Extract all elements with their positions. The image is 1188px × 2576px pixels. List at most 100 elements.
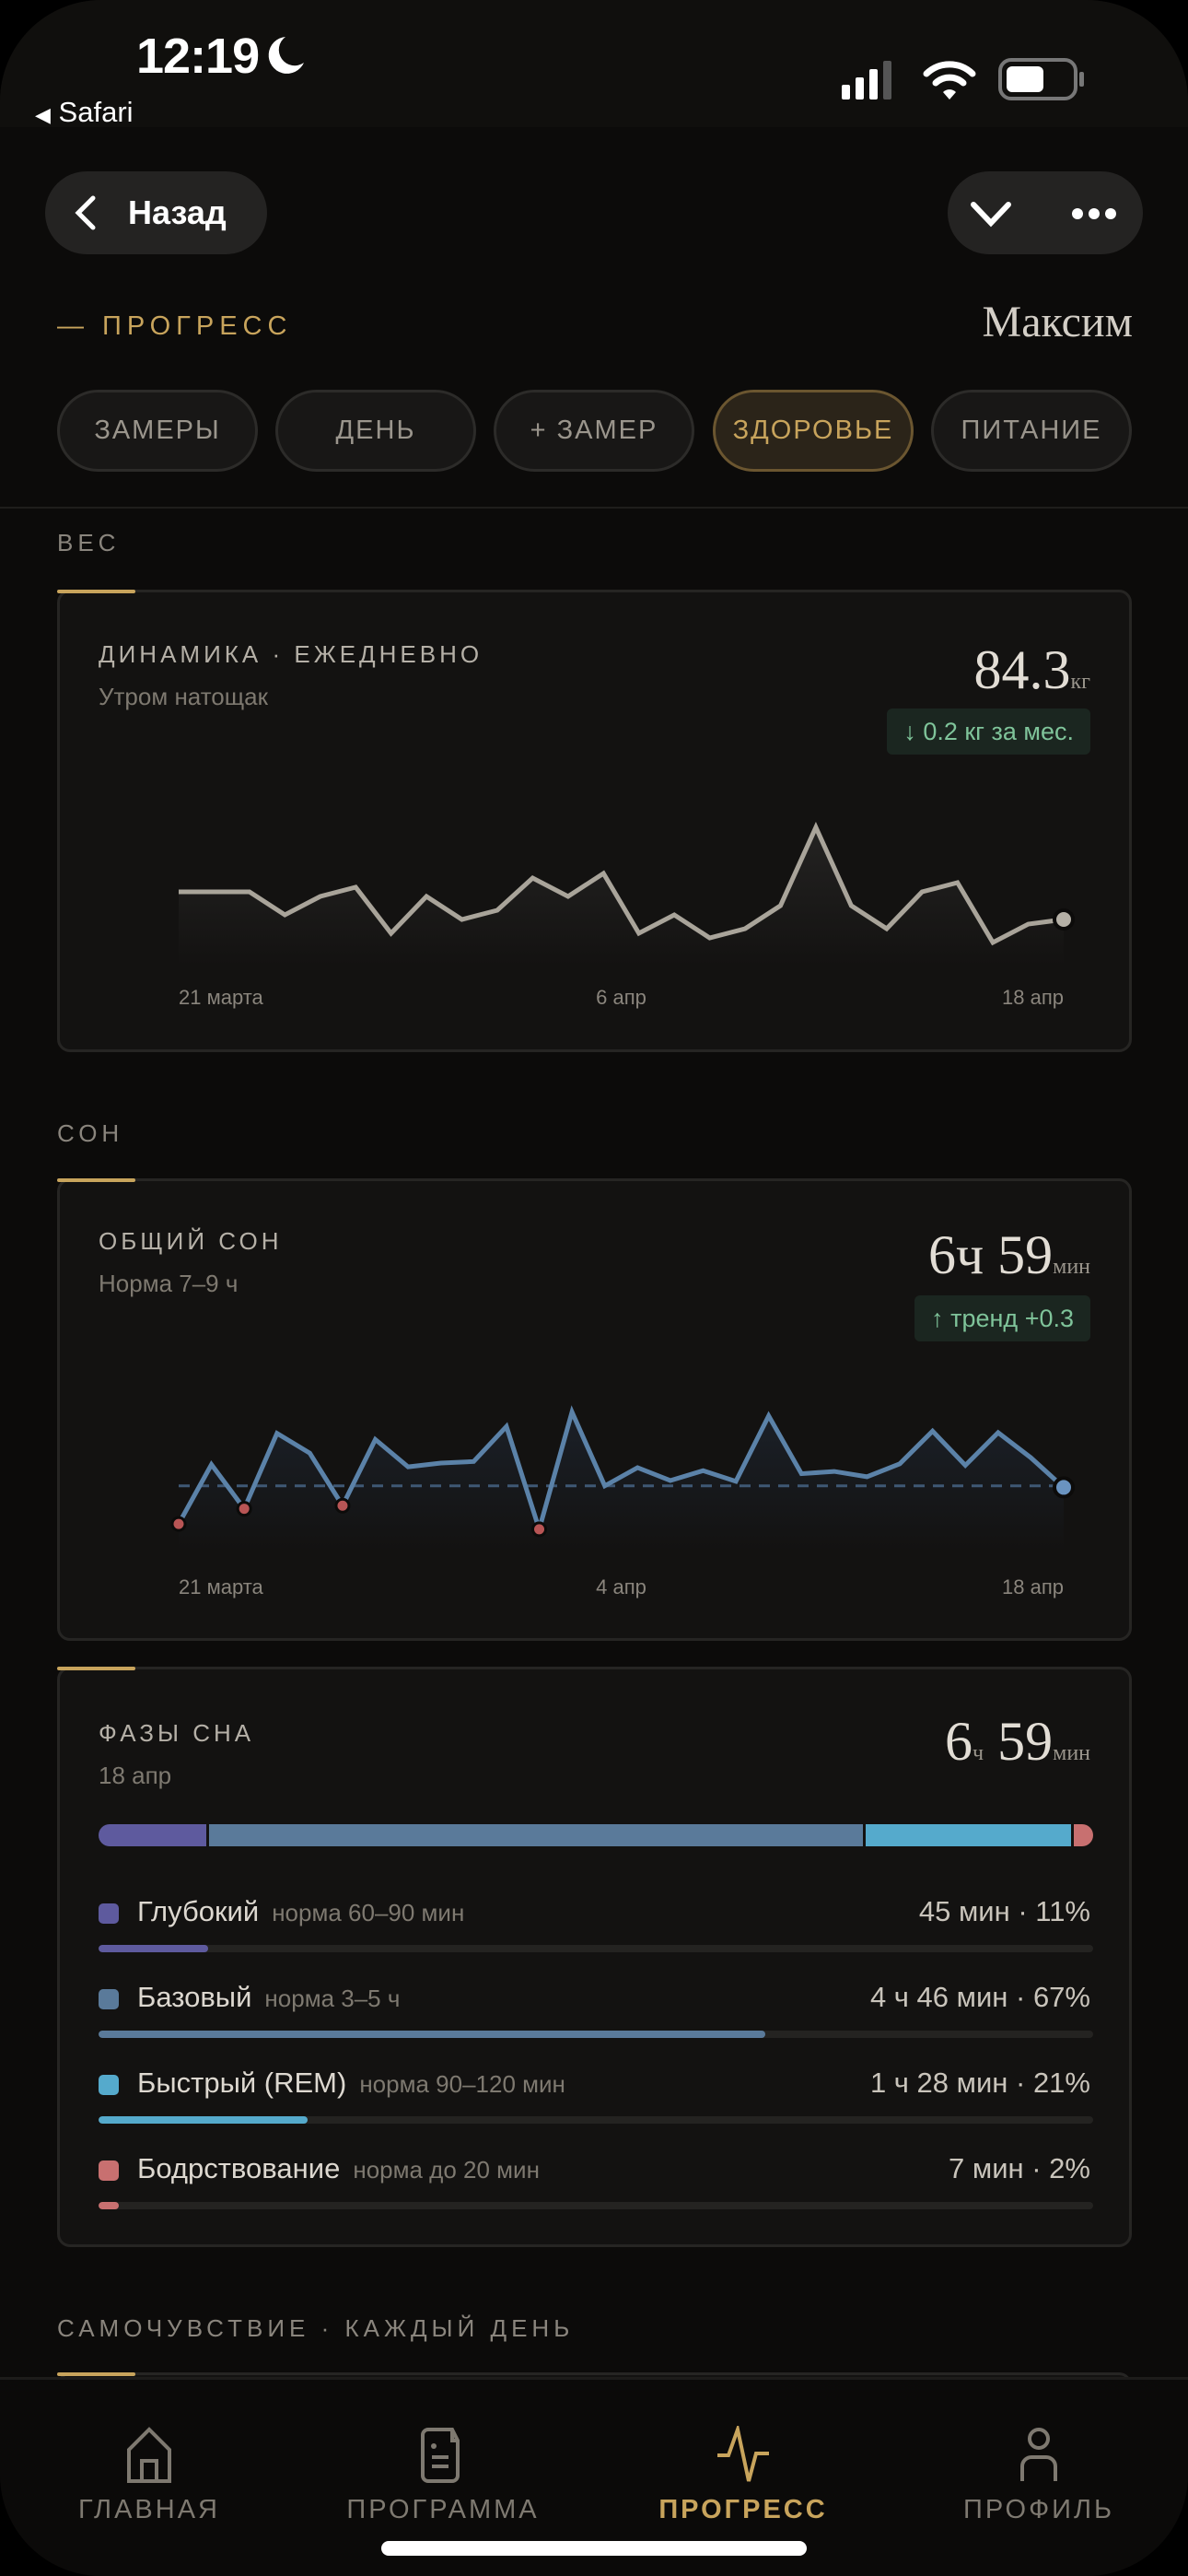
phase-value: 7 мин · 2% [949,2152,1090,2184]
phases-hours: 6 [945,1711,973,1772]
sleep-trend-badge: ↑ тренд +0.3 [914,1295,1090,1341]
phase-value: 1 ч 28 мин · 21% [869,2067,1090,2099]
section-weight: ВЕС [57,529,121,556]
home-indicator [381,2541,807,2556]
card-accent [57,590,135,593]
card-title: ОБЩИЙ СОН [99,1227,283,1255]
person-icon [1020,2428,1057,2481]
phase-norm: норма 90–120 мин [359,2070,565,2098]
chart-area [179,1411,1064,1551]
phase-swatch [99,1989,119,2009]
below-norm-point [334,1497,351,1514]
user-name: Максим [982,298,1133,346]
phase-name: Бодрствование [137,2152,341,2184]
nav-label: ПРОГРЕСС [658,2495,828,2524]
section-label: — ПРОГРЕСС [57,311,293,341]
phase-name: Быстрый (REM) [137,2067,347,2099]
below-norm-point [170,1516,187,1532]
phase-label: Базовый норма 3–5 ч [137,1981,400,2014]
x-tick-label: 21 марта [179,986,264,1009]
phases-minutes: 59 [997,1711,1054,1772]
phase-progress [99,2116,1093,2124]
phase-norm: норма 3–5 ч [264,1985,401,2012]
phase-progress [99,1945,1093,1952]
phases-stacked-bar [99,1824,1093,1846]
sleep-minutes: 59 [997,1224,1054,1285]
phase-label: Бодрствование норма до 20 мин [137,2152,540,2185]
section-wellbeing: САМОЧУВСТВИЕ · КАЖДЫЙ ДЕНЬ [57,2314,575,2342]
phase-progress-fill [99,2116,308,2124]
chart-line [179,821,1065,946]
back-button[interactable]: Назад [45,171,267,254]
below-norm-point [531,1521,548,1538]
status-time: 12:19 [136,29,260,84]
x-tick-label: 4 апр [596,1575,646,1598]
stack-segment [208,1824,867,1846]
tab-1[interactable]: ДЕНЬ [275,390,476,472]
x-tick-label: 18 апр [1002,1575,1064,1598]
tab-2[interactable]: + ЗАМЕР [494,390,694,472]
nav-item-2[interactable]: ПРОГРЕСС [605,2380,881,2576]
home-icon [127,2427,171,2483]
back-app-label: Safari [58,96,134,128]
card-title: ФАЗЫ СНА [99,1719,255,1747]
card-subtitle: Утром натощак [99,683,268,710]
toolbar-group [948,171,1143,254]
nav-item-3[interactable]: ПРОФИЛЬ [901,2380,1177,2576]
card-subtitle: 18 апр [99,1762,172,1789]
chart-area [179,827,1064,966]
below-norm-point [236,1501,252,1517]
card-accent [57,1178,135,1182]
document-icon [421,2428,460,2483]
nav-item-0[interactable]: ГЛАВНАЯ [11,2380,287,2576]
phase-swatch [99,1903,119,1924]
weight-change-badge: ↓ 0.2 кг за мес. [887,708,1090,755]
phase-value: 45 мин · 11% [918,1895,1090,1927]
weight-card: ДИНАМИКА · ЕЖЕДНЕВНО Утром натощак 84.3к… [57,590,1132,1052]
x-tick-label: 18 апр [1002,986,1064,1009]
signal-icon [842,61,891,100]
weight-number: 84.3 [973,639,1071,700]
bottom-nav: ГЛАВНАЯ ПРОГРАММА ПРОГРЕСС ПРОФИЛЬ [0,2377,1188,2576]
more-icon[interactable] [1071,206,1117,221]
chevron-down-icon[interactable] [970,197,1012,230]
tab-4[interactable]: ПИТАНИЕ [931,390,1132,472]
stack-segment [1073,1824,1093,1846]
phase-progress [99,2202,1093,2209]
phase-progress-fill [99,1945,208,1952]
card-subtitle: Норма 7–9 ч [99,1270,239,1297]
sleep-hours: 6ч [927,1224,984,1285]
back-to-safari[interactable]: ◀ Safari [35,96,134,129]
sleep-card: ОБЩИЙ СОН Норма 7–9 ч 6ч 59мин ↑ тренд +… [57,1178,1132,1641]
nav-label: ПРОФИЛЬ [962,2495,1115,2524]
x-tick-label: 6 апр [596,986,646,1009]
divider [0,507,1188,509]
phases-total: 6ч 59мин [945,1710,1090,1774]
status-bar [0,0,1188,127]
phase-progress-fill [99,2031,765,2038]
phase-progress-fill [99,2202,119,2209]
back-label: Назад [128,193,227,231]
nav-item-1[interactable]: ПРОГРАММА [305,2380,581,2576]
wifi-icon [923,61,976,100]
x-tick-label: 21 марта [179,1575,264,1598]
stack-segment [866,1824,1074,1846]
current-point [1053,908,1075,931]
phase-norm: норма 60–90 мин [272,1899,465,1926]
stack-segment [99,1824,209,1846]
battery-icon [998,58,1084,100]
tab-0[interactable]: ЗАМЕРЫ [57,390,258,472]
back-triangle-icon: ◀ [35,103,51,126]
phase-name: Глубокий [137,1895,260,1927]
phase-label: Быстрый (REM) норма 90–120 мин [137,2067,565,2100]
card-title: ДИНАМИКА · ЕЖЕДНЕВНО [99,640,483,668]
current-point [1053,1476,1075,1499]
phases-minutes-unit: мин [1053,1741,1090,1765]
sleep-value: 6ч 59мин [928,1224,1090,1287]
phase-progress [99,2031,1093,2038]
phase-norm: норма до 20 мин [353,2156,540,2184]
moon-icon [268,37,304,74]
sleep-phases-card: ФАЗЫ СНА 18 апр 6ч 59мин Глубокий норма 6… [57,1667,1132,2247]
phase-label: Глубокий норма 60–90 мин [137,1895,464,1928]
tab-3[interactable]: ЗДОРОВЬЕ [713,390,914,472]
